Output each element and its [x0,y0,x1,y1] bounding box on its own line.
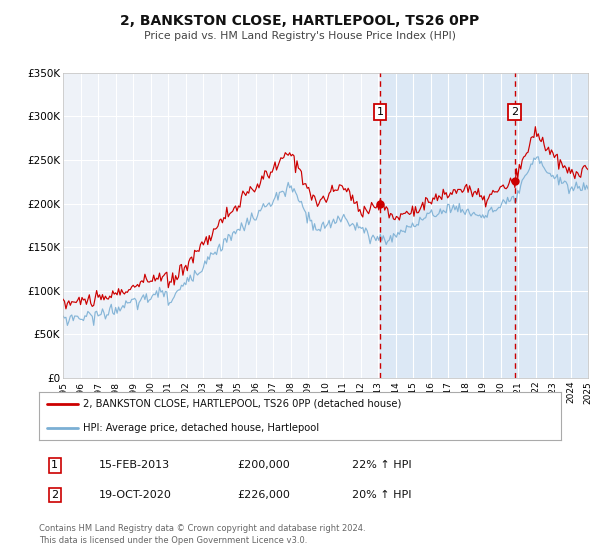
Text: 22% ↑ HPI: 22% ↑ HPI [352,460,412,470]
Text: 2: 2 [511,107,518,117]
Text: HPI: Average price, detached house, Hartlepool: HPI: Average price, detached house, Hart… [83,423,319,433]
Text: This data is licensed under the Open Government Licence v3.0.: This data is licensed under the Open Gov… [39,536,307,545]
Bar [380,73,588,378]
Text: 1: 1 [51,460,58,470]
Text: 1: 1 [377,107,383,117]
Text: Price paid vs. HM Land Registry's House Price Index (HPI): Price paid vs. HM Land Registry's House … [144,31,456,41]
Text: 19-OCT-2020: 19-OCT-2020 [99,490,172,500]
Text: £226,000: £226,000 [238,490,290,500]
Text: 2: 2 [51,490,58,500]
Text: 2, BANKSTON CLOSE, HARTLEPOOL, TS26 0PP (detached house): 2, BANKSTON CLOSE, HARTLEPOOL, TS26 0PP … [83,399,402,409]
Text: £200,000: £200,000 [238,460,290,470]
Text: 2, BANKSTON CLOSE, HARTLEPOOL, TS26 0PP: 2, BANKSTON CLOSE, HARTLEPOOL, TS26 0PP [121,14,479,28]
Text: 15-FEB-2013: 15-FEB-2013 [99,460,170,470]
Text: 20% ↑ HPI: 20% ↑ HPI [352,490,412,500]
Text: Contains HM Land Registry data © Crown copyright and database right 2024.: Contains HM Land Registry data © Crown c… [39,524,365,533]
